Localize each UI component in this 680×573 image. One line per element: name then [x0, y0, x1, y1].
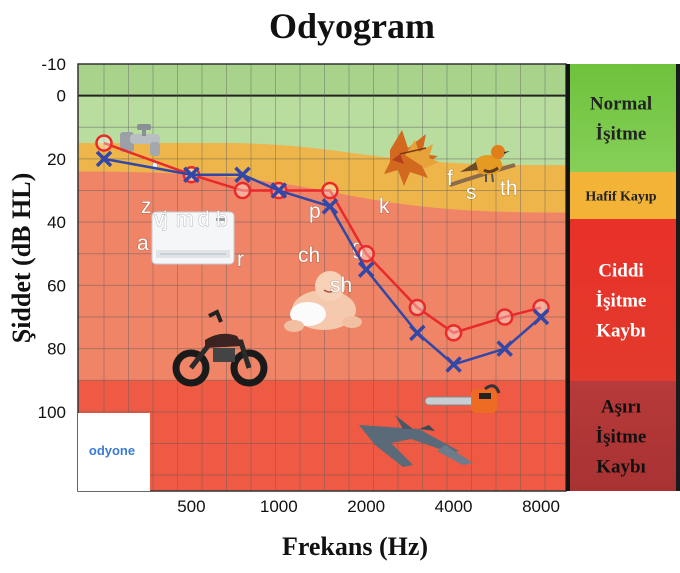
faucet-icon: [120, 124, 160, 172]
cross-marker: [357, 261, 375, 278]
y-axis-ticks: -10 0 20 40 60 80 100: [38, 55, 66, 422]
zone-label-line: İşitme: [596, 427, 647, 448]
zone-label-line: İşitme: [596, 291, 647, 312]
cross-marker: [95, 150, 113, 168]
band-mild: [78, 143, 566, 213]
series-line-circle: [103, 141, 542, 335]
zone-cell: [570, 219, 676, 381]
air-conditioner-icon: [151, 211, 235, 265]
speech-sound-letter: s: [466, 181, 477, 204]
circle-marker: [233, 181, 252, 200]
zone-label-line: Ciddi: [598, 261, 643, 282]
circle-marker: [408, 298, 427, 317]
x-tick-label: 1000: [260, 497, 298, 516]
circle-marker: [321, 181, 339, 200]
x-tick-label: 8000: [522, 497, 560, 516]
y-axis-label: Şiddet (dB HL): [7, 173, 36, 344]
zone-cell: [570, 172, 676, 219]
y-tick-label: 40: [47, 213, 66, 232]
speech-sound-letter: d: [198, 208, 210, 231]
speech-sound-letter: m: [176, 208, 194, 231]
speech-sound-letter: b: [216, 208, 228, 231]
cross-marker: [532, 308, 550, 326]
jet-icon: [359, 415, 473, 467]
y-tick-label: -10: [41, 55, 66, 74]
cross-marker: [321, 198, 339, 215]
circle-marker: [495, 308, 514, 326]
baby-icon: [284, 271, 362, 332]
audiogram-series: [95, 134, 550, 373]
cross-marker: [445, 356, 462, 373]
circle-marker: [357, 245, 375, 263]
speech-sound-letter: j: [162, 208, 168, 231]
logo: odyone: [78, 413, 150, 491]
zone-cell: [570, 64, 676, 172]
zone-cell: [570, 381, 676, 491]
cross-marker: [409, 324, 426, 342]
illustrations: [120, 124, 516, 467]
cross-marker: [183, 166, 200, 183]
y-tick-label: 20: [47, 150, 66, 169]
logo-text: odyone: [89, 443, 135, 458]
series-line-cross: [103, 157, 542, 366]
y-tick-label: 100: [38, 403, 66, 422]
speech-sound-letter: z: [141, 195, 152, 218]
speech-sound-letter: ch: [298, 244, 320, 267]
speech-sound-letter: k: [379, 195, 390, 218]
speech-sound-letter: v: [154, 208, 165, 231]
x-tick-label: 500: [177, 497, 205, 516]
hearing-zone-panel: Normal İşitme Hafif Kayıp Ciddi İşitme Kaybı A…: [566, 64, 680, 491]
zone-label-line: Kaybı: [596, 457, 646, 478]
speech-sound-letter: g: [352, 236, 364, 259]
zone-label-line: Kaybı: [596, 321, 646, 342]
band-top: [78, 64, 566, 96]
x-axis-label: Frekans (Hz): [282, 532, 428, 561]
cross-marker: [270, 182, 288, 199]
speech-sound-letters: zvj m d b a r p ch gsh k fs th: [137, 167, 519, 298]
speech-sound-letter: a: [137, 232, 149, 255]
speech-sound-letter: sh: [330, 274, 352, 297]
cross-marker: [496, 340, 513, 357]
zone-label-line: Hafif Kayıp: [585, 189, 656, 204]
circle-marker: [95, 134, 113, 152]
motorcycle-icon: [172, 309, 268, 387]
bird-icon: [449, 145, 516, 187]
chart-title: Odyogram: [269, 6, 435, 46]
cross-marker: [234, 166, 251, 183]
y-tick-label: 0: [57, 87, 66, 106]
y-tick-label: 80: [47, 340, 66, 359]
speech-sound-letter: f: [447, 167, 453, 190]
x-axis-ticks: 500 1000 2000 4000 8000: [177, 497, 560, 516]
x-tick-label: 4000: [435, 497, 473, 516]
speech-sound-letter: p: [309, 200, 321, 223]
zone-label-line: İşitme: [596, 124, 647, 145]
zone-label-line: Aşırı: [601, 397, 641, 418]
zone-label-line: Normal: [590, 94, 652, 115]
leaves-icon: [384, 130, 439, 186]
y-tick-label: 60: [47, 276, 66, 295]
speech-sound-letter: r: [237, 248, 244, 271]
chainsaw-icon: [424, 384, 501, 413]
speech-sound-letter: th: [500, 177, 518, 200]
circle-marker: [444, 324, 463, 342]
x-tick-label: 2000: [347, 497, 385, 516]
